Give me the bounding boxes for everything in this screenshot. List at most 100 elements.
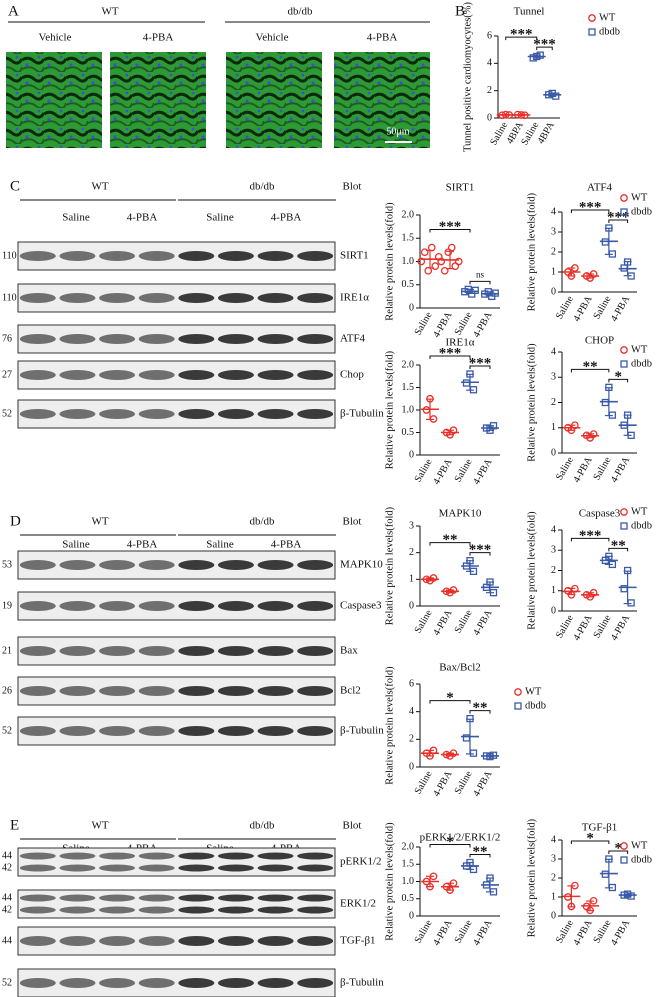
data-point bbox=[422, 575, 431, 584]
blot-band bbox=[297, 894, 334, 902]
blot-band bbox=[138, 978, 175, 988]
blot-header: Blot bbox=[343, 820, 362, 832]
micrograph bbox=[226, 52, 322, 148]
data-point bbox=[589, 588, 598, 597]
blot-band bbox=[138, 852, 175, 860]
y-axis-label: Relative protein levels(fold) bbox=[526, 818, 537, 937]
data-point bbox=[623, 411, 632, 419]
data-point bbox=[564, 893, 572, 901]
significance-label: ** bbox=[583, 359, 598, 375]
y-tick-label: 0 bbox=[551, 910, 556, 921]
data-point bbox=[437, 257, 446, 266]
x-tick-label: 4-PBA bbox=[431, 917, 455, 947]
data-point bbox=[440, 266, 449, 275]
blot-band bbox=[138, 726, 175, 736]
x-tick-label: 4-PBA bbox=[431, 768, 455, 798]
data-point bbox=[426, 882, 434, 891]
blot-band bbox=[59, 852, 96, 860]
blot-band bbox=[178, 852, 215, 860]
y-tick-label: 4 bbox=[409, 706, 414, 717]
y-tick-label: 2 bbox=[551, 397, 556, 408]
y-tick-label: 3 bbox=[551, 545, 556, 556]
y-tick-label: 2.0 bbox=[402, 359, 415, 370]
blot-band bbox=[59, 560, 96, 570]
blot-band bbox=[178, 370, 215, 380]
data-point bbox=[589, 270, 598, 278]
blot-band bbox=[217, 601, 254, 611]
blot-band bbox=[138, 894, 175, 902]
blot-band bbox=[178, 409, 215, 419]
blot-band bbox=[178, 293, 215, 303]
significance-bracket bbox=[469, 710, 491, 714]
legend-marker bbox=[620, 194, 628, 202]
blot-band bbox=[178, 646, 215, 656]
blot-band bbox=[217, 293, 254, 303]
data-point bbox=[469, 865, 478, 874]
y-tick-label: 0 bbox=[551, 286, 556, 297]
data-point bbox=[449, 426, 458, 435]
blot-band bbox=[257, 560, 294, 570]
blot-band bbox=[297, 726, 334, 736]
blot-band bbox=[297, 906, 334, 914]
significance-bracket bbox=[429, 355, 471, 359]
significance-bracket bbox=[608, 378, 629, 383]
x-tick-label: 4-PBA bbox=[471, 917, 495, 947]
blot-band bbox=[99, 864, 136, 872]
blot-band bbox=[257, 894, 294, 902]
blot-band bbox=[257, 726, 294, 736]
blot-band bbox=[257, 370, 294, 380]
blot-band bbox=[59, 370, 96, 380]
blot-band bbox=[138, 560, 175, 570]
legend-label: WT bbox=[631, 344, 648, 355]
data-point bbox=[552, 92, 560, 100]
chart-title: pERK1/2/ERK1/2 bbox=[420, 832, 501, 844]
blot-band bbox=[178, 906, 215, 914]
blot-band bbox=[217, 560, 254, 570]
significance-label: *** bbox=[439, 345, 462, 361]
treatment-label: Saline bbox=[206, 212, 234, 224]
blot-band bbox=[19, 409, 56, 419]
molecular-weight: 26 bbox=[2, 685, 12, 696]
molecular-weight: 21 bbox=[2, 645, 12, 656]
blot-band bbox=[99, 894, 136, 902]
molecular-weight: 27 bbox=[2, 369, 12, 380]
y-axis-label: Relative protein levels(fold) bbox=[526, 192, 537, 311]
blot-band bbox=[59, 894, 96, 902]
blot-label: ATF4 bbox=[340, 333, 366, 345]
data-point bbox=[426, 752, 434, 760]
blot-header: Blot bbox=[343, 516, 362, 528]
blot-strip bbox=[17, 847, 336, 877]
blot-band bbox=[257, 906, 294, 914]
treatment-label: 4-PBA bbox=[127, 539, 158, 551]
data-point bbox=[431, 262, 440, 270]
micrograph bbox=[334, 52, 430, 148]
blot-band bbox=[99, 251, 136, 261]
legend-marker bbox=[620, 346, 628, 354]
blot-band bbox=[19, 560, 56, 570]
y-tick-label: 4 bbox=[551, 834, 556, 845]
significance-bracket bbox=[469, 854, 491, 858]
treatment-label: Saline bbox=[62, 212, 90, 224]
molecular-weight: 52 bbox=[2, 977, 12, 988]
blot-band bbox=[138, 409, 175, 419]
blot-band bbox=[99, 686, 136, 696]
panel-letter: A bbox=[8, 3, 19, 19]
chart-title: IRE1α bbox=[446, 337, 475, 349]
data-point bbox=[601, 238, 610, 246]
blot-band bbox=[59, 334, 96, 344]
blot-band bbox=[297, 936, 334, 946]
legend-label: WT bbox=[631, 840, 648, 851]
significance-label: * bbox=[586, 830, 594, 846]
blot-band bbox=[178, 936, 215, 946]
blot-band bbox=[19, 646, 56, 656]
x-tick-label: 4-PBA bbox=[431, 456, 455, 486]
data-point bbox=[462, 379, 471, 387]
blot-band bbox=[59, 686, 96, 696]
significance-bracket bbox=[570, 368, 610, 373]
data-point bbox=[605, 224, 613, 232]
data-point bbox=[446, 886, 454, 894]
legend-marker bbox=[620, 360, 628, 368]
y-axis-label: Relative protein levels(fold) bbox=[526, 511, 537, 630]
data-point bbox=[420, 248, 429, 257]
significance-label: *** bbox=[439, 219, 462, 235]
